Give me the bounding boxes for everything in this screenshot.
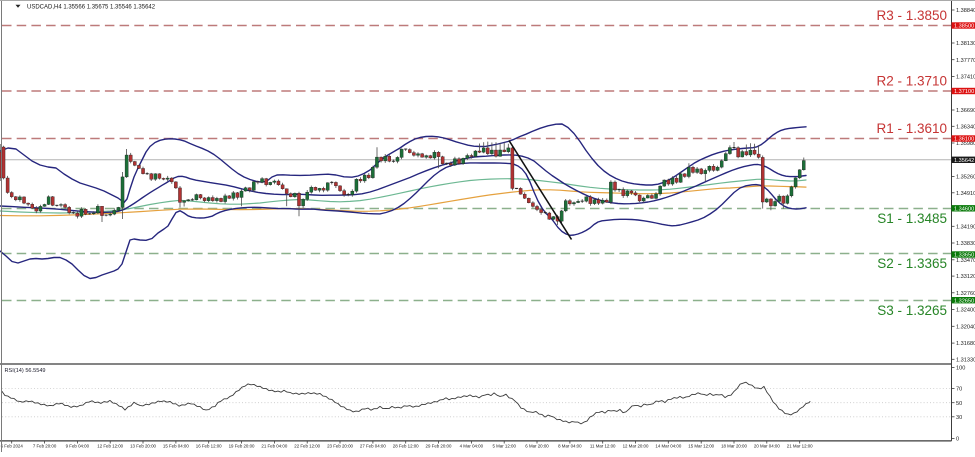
svg-text:8 Mar 04:00: 8 Mar 04:00	[558, 444, 582, 449]
svg-text:18 Mar 20:00: 18 Mar 20:00	[721, 444, 747, 449]
svg-text:23 Feb 20:00: 23 Feb 20:00	[327, 444, 353, 449]
svg-text:1.32040: 1.32040	[956, 324, 975, 330]
svg-text:20 Mar 04:00: 20 Mar 04:00	[754, 444, 780, 449]
svg-text:21 Feb 04:00: 21 Feb 04:00	[261, 444, 287, 449]
svg-text:7 Feb 20:00: 7 Feb 20:00	[33, 444, 57, 449]
svg-text:S1 - 1.3485: S1 - 1.3485	[877, 211, 947, 226]
svg-text:1.34190: 1.34190	[956, 224, 975, 230]
svg-text:1.31330: 1.31330	[956, 357, 975, 363]
svg-text:1.35642: 1.35642	[954, 158, 974, 164]
svg-text:29 Feb 20:00: 29 Feb 20:00	[426, 444, 452, 449]
svg-text:12 Feb 12:00: 12 Feb 12:00	[97, 444, 123, 449]
svg-text:1.34910: 1.34910	[956, 191, 975, 197]
svg-text:1.35260: 1.35260	[956, 175, 975, 181]
svg-text:21 Mar 12:00: 21 Mar 12:00	[787, 444, 813, 449]
svg-text:22 Feb 12:00: 22 Feb 12:00	[294, 444, 320, 449]
svg-text:6 Feb 2024: 6 Feb 2024	[1, 444, 24, 449]
svg-text:1.37770: 1.37770	[956, 58, 975, 64]
svg-text:1.36690: 1.36690	[956, 108, 975, 114]
svg-text:1.36340: 1.36340	[956, 124, 975, 130]
svg-text:14 Mar 04:00: 14 Mar 04:00	[655, 444, 681, 449]
svg-text:R1 - 1.3610: R1 - 1.3610	[876, 121, 947, 136]
svg-text:100: 100	[956, 366, 965, 372]
svg-text:19 Feb 20:00: 19 Feb 20:00	[229, 444, 255, 449]
svg-text:11 Mar 12:00: 11 Mar 12:00	[590, 444, 616, 449]
svg-text:5 Mar 12:00: 5 Mar 12:00	[492, 444, 516, 449]
svg-text:R3 - 1.3850: R3 - 1.3850	[876, 8, 947, 23]
svg-text:15 Mar 12:00: 15 Mar 12:00	[688, 444, 714, 449]
svg-text:0: 0	[956, 437, 959, 443]
svg-text:S3 - 1.3265: S3 - 1.3265	[877, 303, 947, 318]
svg-text:27 Feb 04:00: 27 Feb 04:00	[360, 444, 386, 449]
svg-text:1.32400: 1.32400	[956, 308, 975, 314]
svg-text:15 Feb 04:00: 15 Feb 04:00	[163, 444, 189, 449]
svg-text:1.38130: 1.38130	[956, 41, 975, 47]
svg-text:1.38500: 1.38500	[954, 24, 974, 30]
svg-text:30: 30	[956, 415, 962, 421]
svg-text:28 Feb 12:00: 28 Feb 12:00	[393, 444, 419, 449]
svg-text:16 Feb 12:00: 16 Feb 12:00	[196, 444, 222, 449]
svg-text:1.33120: 1.33120	[956, 274, 975, 280]
svg-text:13 Feb 20:00: 13 Feb 20:00	[130, 444, 156, 449]
svg-text:1.31680: 1.31680	[956, 341, 975, 347]
svg-text:1.33650: 1.33650	[954, 253, 974, 259]
svg-text:1.37410: 1.37410	[956, 75, 975, 81]
svg-text:RSI(14) 56.5549: RSI(14) 56.5549	[5, 368, 46, 374]
svg-text:4 Mar 04:00: 4 Mar 04:00	[460, 444, 484, 449]
svg-text:1.32760: 1.32760	[956, 291, 975, 297]
svg-text:70: 70	[956, 387, 962, 393]
svg-text:1.32650: 1.32650	[954, 298, 974, 304]
svg-text:1.33470: 1.33470	[956, 258, 975, 264]
svg-text:1.33830: 1.33830	[956, 241, 975, 247]
svg-text:USDCAD,H4 1.35566 1.35675 1.3: USDCAD,H4 1.35566 1.35675 1.35546 1.3564…	[27, 5, 156, 11]
svg-text:6 Mar 20:00: 6 Mar 20:00	[525, 444, 549, 449]
svg-text:1.36100: 1.36100	[954, 137, 974, 143]
svg-text:R2 - 1.3710: R2 - 1.3710	[876, 74, 947, 89]
svg-text:50: 50	[956, 401, 962, 407]
svg-text:1.37100: 1.37100	[954, 89, 974, 95]
svg-text:9 Feb 04:00: 9 Feb 04:00	[66, 444, 90, 449]
svg-text:1.38840: 1.38840	[956, 8, 975, 14]
svg-text:12 Mar 20:00: 12 Mar 20:00	[623, 444, 649, 449]
svg-text:1.34600: 1.34600	[954, 207, 974, 213]
svg-text:S2 - 1.3365: S2 - 1.3365	[877, 256, 947, 271]
